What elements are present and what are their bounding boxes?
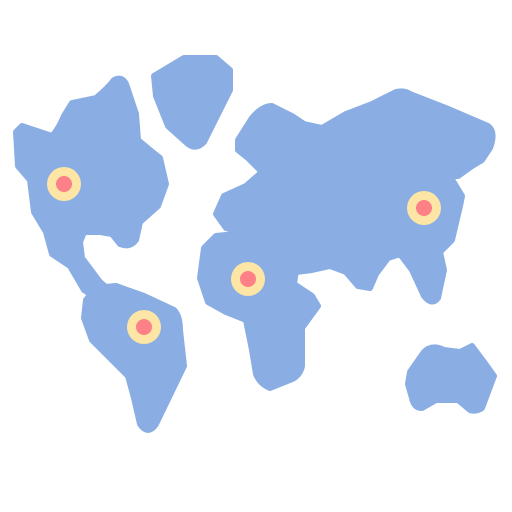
location-pin-south-america: [127, 310, 161, 344]
location-pin-north-america: [47, 167, 81, 201]
continent-greenland: [151, 55, 233, 150]
location-pin-asia: [407, 191, 441, 225]
continent-africa: [197, 229, 321, 391]
continent-eurasia: [213, 88, 496, 305]
continent-australia: [405, 343, 497, 414]
continent-south-america: [81, 283, 187, 433]
markers-layer: [47, 167, 441, 344]
continent-north-america: [13, 75, 169, 297]
location-pin-africa: [231, 262, 265, 296]
continents-layer: [13, 55, 497, 433]
